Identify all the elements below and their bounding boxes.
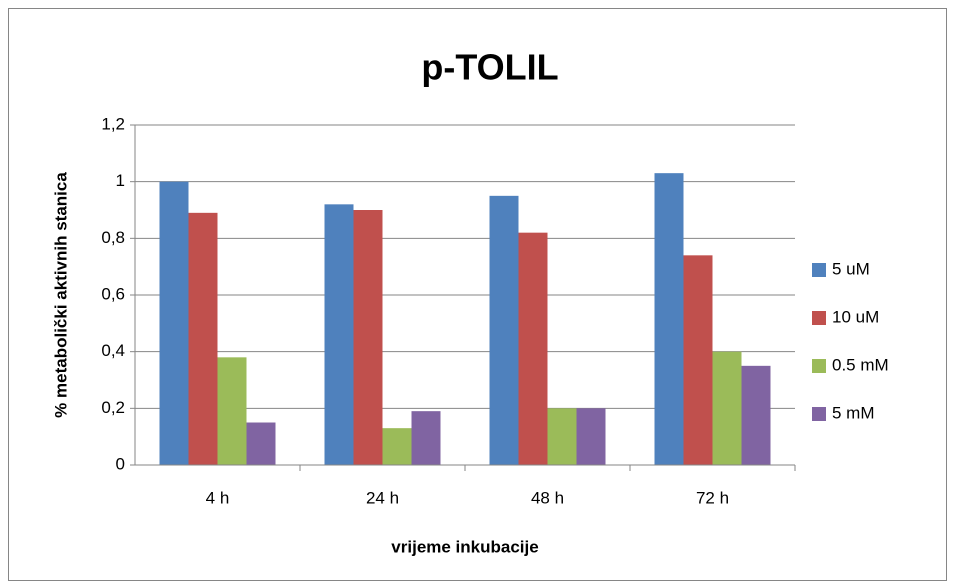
bar <box>159 181 189 465</box>
y-tick-label: 0,8 <box>101 228 125 247</box>
bar <box>324 204 354 466</box>
legend-swatch <box>812 407 826 421</box>
y-tick-label: 0 <box>116 454 125 473</box>
y-tick-label: 0,2 <box>101 398 125 417</box>
x-axis-label: vrijeme inkubacije <box>391 537 538 556</box>
bar <box>576 408 606 465</box>
y-tick-label: 1 <box>116 171 125 190</box>
legend-label: 5 mM <box>832 403 875 422</box>
bar <box>353 210 383 465</box>
x-tick-label: 72 h <box>696 488 729 507</box>
bar <box>411 411 441 465</box>
y-tick-label: 0,4 <box>101 341 125 360</box>
bar <box>712 351 742 465</box>
legend-label: 5 uM <box>832 259 870 278</box>
bar <box>741 365 771 465</box>
x-tick-label: 24 h <box>366 488 399 507</box>
bar <box>382 428 412 465</box>
y-axis-label: % metabolički aktivnih stanica <box>51 172 70 418</box>
bar <box>246 422 276 465</box>
bar <box>547 408 577 465</box>
chart-title: p-TOLIL <box>421 47 558 88</box>
bar <box>188 212 218 465</box>
legend-label: 0.5 mM <box>832 355 889 374</box>
x-tick-label: 4 h <box>206 488 230 507</box>
legend-swatch <box>812 359 826 373</box>
legend-swatch <box>812 311 826 325</box>
legend-swatch <box>812 263 826 277</box>
bar <box>654 173 684 465</box>
bar <box>489 195 519 466</box>
y-tick-label: 1,2 <box>101 114 125 133</box>
y-tick-label: 0,6 <box>101 284 125 303</box>
bar <box>217 357 247 465</box>
legend-label: 10 uM <box>832 307 879 326</box>
x-tick-label: 48 h <box>531 488 564 507</box>
bar <box>518 232 548 465</box>
bar <box>683 255 713 465</box>
